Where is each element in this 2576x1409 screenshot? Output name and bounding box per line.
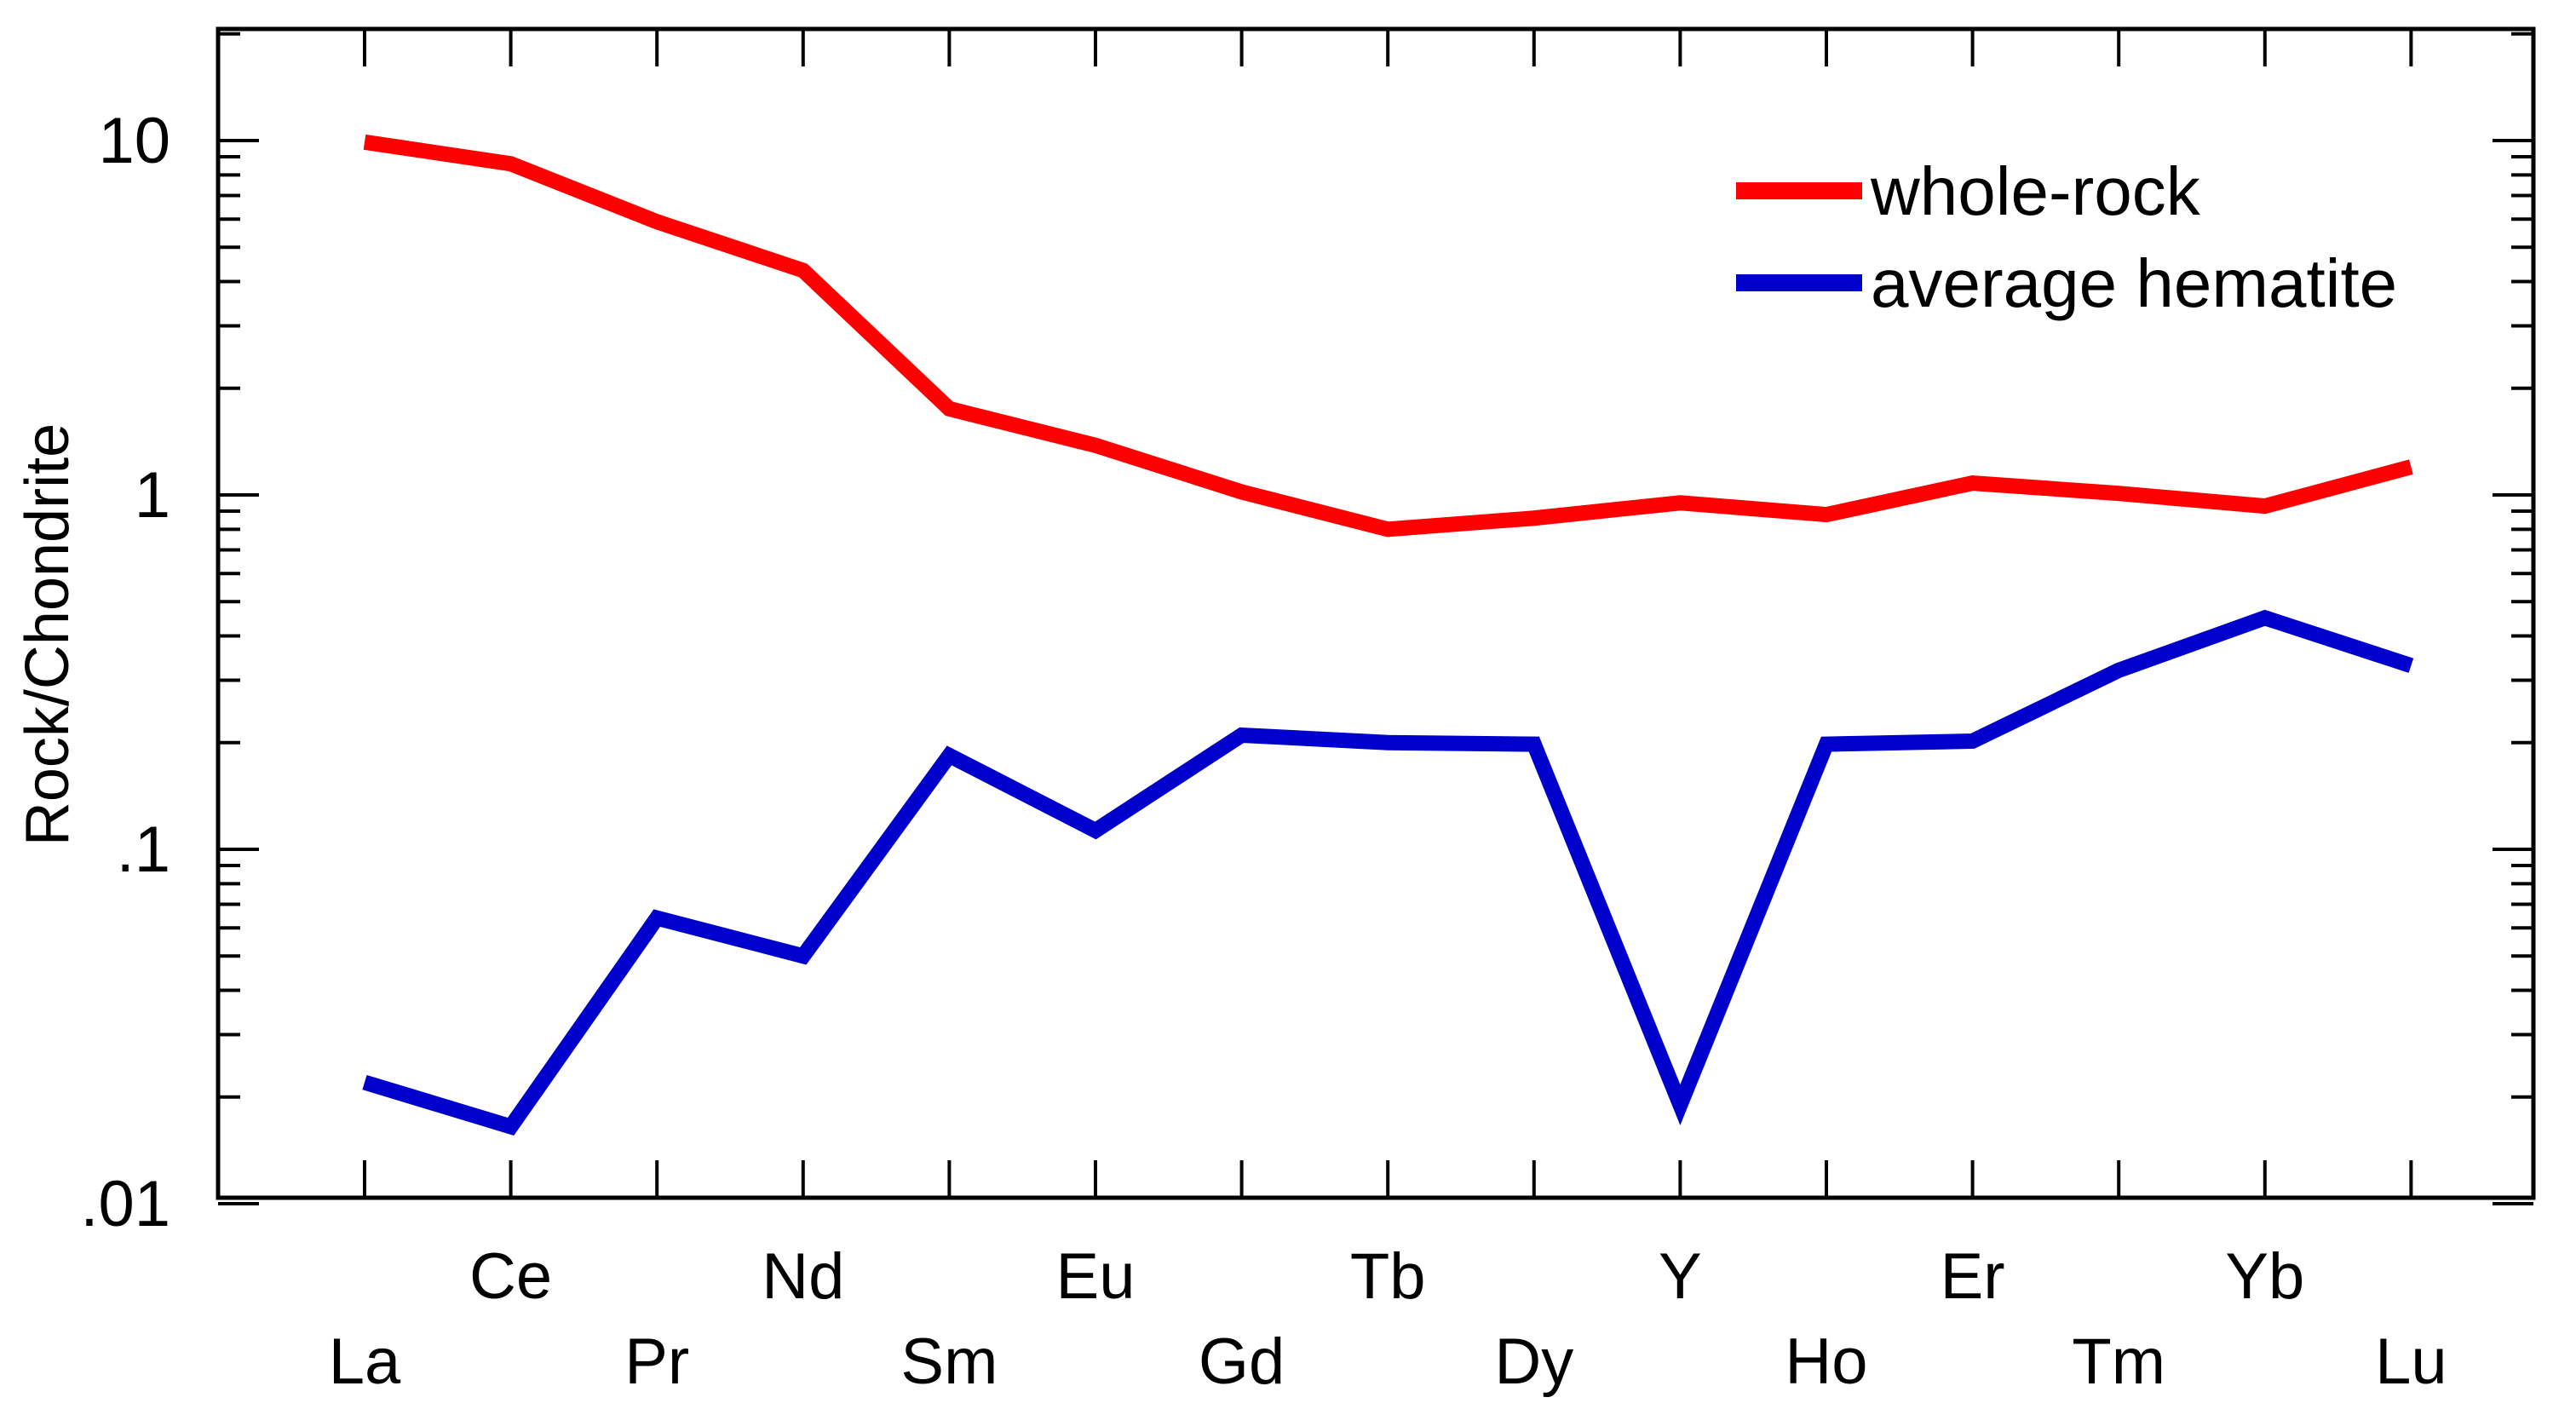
x-tick-label: Nd: [762, 1240, 844, 1313]
x-axis-ticks: [363, 29, 2413, 1198]
x-tick-label: Y: [1659, 1240, 1702, 1313]
y-tick-label: .1: [117, 814, 170, 886]
x-tick-label: Eu: [1056, 1240, 1136, 1313]
x-tick-label: Sm: [900, 1326, 998, 1398]
y-axis-tick-labels: 10 1 .1 .01: [80, 105, 170, 1240]
x-tick-label: Lu: [2375, 1326, 2447, 1398]
y-tick-label: 10: [98, 105, 170, 177]
x-tick-label: Tm: [2072, 1326, 2165, 1398]
series-line-1: [362, 609, 2414, 1136]
x-tick-label: Ce: [469, 1240, 552, 1313]
x-tick-label: Er: [1941, 1240, 2005, 1313]
x-tick-label: Yb: [2225, 1240, 2304, 1313]
legend: whole-rock average hematite: [1736, 153, 2397, 321]
x-tick-label: Gd: [1199, 1326, 1285, 1398]
x-tick-label: Dy: [1494, 1326, 1573, 1398]
series-line-0: [363, 134, 2413, 538]
y-axis-ticks: [218, 32, 2533, 1205]
x-tick-label: Tb: [1350, 1240, 1426, 1313]
plot-frame: [216, 26, 2536, 1200]
x-tick-label: La: [329, 1326, 401, 1398]
y-axis-title: Rock/Chondrite: [14, 423, 82, 846]
legend-label: average hematite: [1871, 245, 2397, 321]
legend-label: whole-rock: [1870, 153, 2201, 229]
y-tick-label: 1: [135, 459, 170, 532]
series-lines: [362, 134, 2414, 1136]
x-tick-label: Ho: [1785, 1326, 1867, 1398]
x-tick-label: Pr: [624, 1326, 689, 1398]
y-tick-label: .01: [80, 1168, 170, 1240]
x-axis-tick-labels: La Ce Pr Nd Sm Eu Gd Tb Dy Y Ho Er Tm Yb Lu: [329, 1240, 2447, 1398]
